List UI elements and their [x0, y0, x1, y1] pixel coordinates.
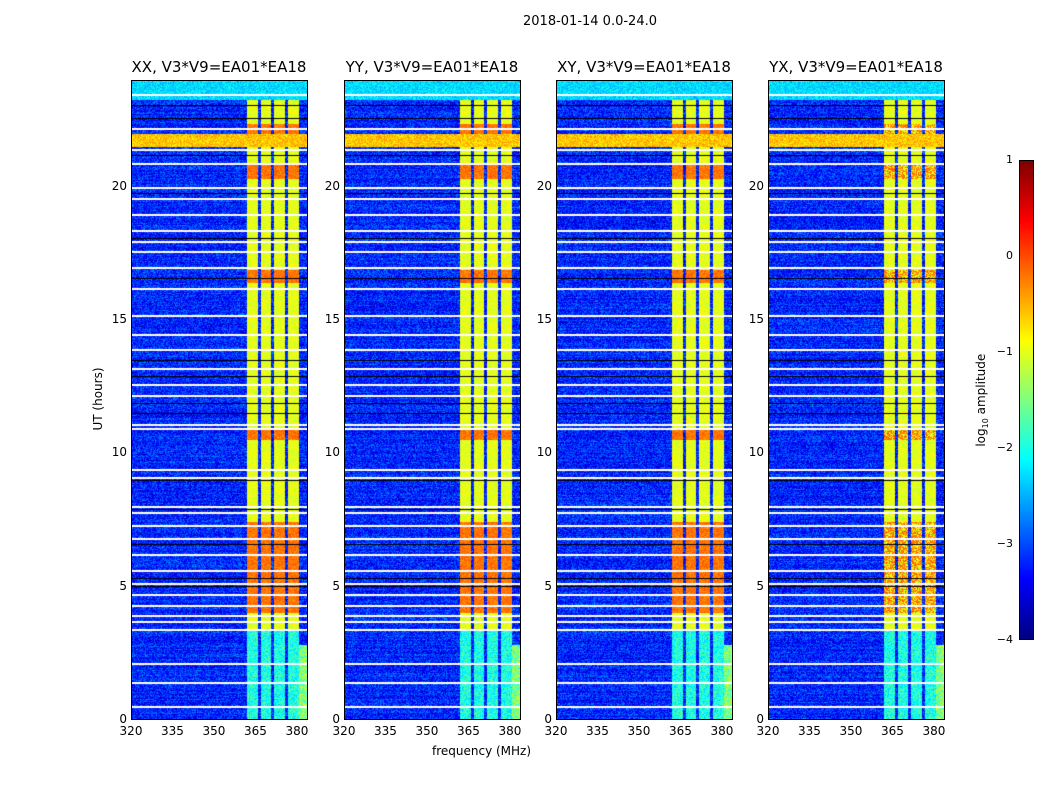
colorbar [1019, 160, 1034, 640]
x-tick-label: 350 [202, 724, 226, 738]
colorbar-tick-label: −2 [996, 441, 1013, 454]
heatmap-image [557, 81, 732, 719]
figure-title: 2018-01-14 0.0-24.0 [523, 14, 657, 29]
x-tick-label: 380 [285, 724, 309, 738]
colorbar-tick-label: 0 [1006, 249, 1013, 262]
colorbar-tick-label: −1 [996, 345, 1013, 358]
x-tick-label: 335 [798, 724, 821, 738]
x-tick-label: 380 [922, 724, 946, 738]
y-tick-label: 15 [536, 312, 552, 326]
y-tick-label: 0 [332, 712, 340, 726]
x-tick-label: 350 [839, 724, 863, 738]
y-tick-label: 15 [111, 312, 127, 326]
heatmap-panel-3 [556, 80, 733, 720]
x-tick-label: 335 [374, 724, 397, 738]
x-axis-label: frequency (MHz) [432, 744, 532, 758]
x-tick-label: 380 [498, 724, 522, 738]
x-tick-label: 335 [161, 724, 184, 738]
panel-title: YX, V3*V9=EA01*EA18 [769, 58, 943, 76]
x-tick-label: 335 [586, 724, 609, 738]
x-tick-label: 365 [669, 724, 692, 738]
colorbar-label-suffix: amplitude [973, 353, 988, 419]
y-tick-label: 10 [111, 445, 127, 460]
y-tick-label: 5 [332, 578, 340, 593]
y-tick-label: 20 [536, 178, 552, 193]
colorbar-tick-label: −4 [996, 633, 1013, 646]
x-tick-label: 320 [119, 724, 143, 738]
x-tick-label: 365 [457, 724, 480, 738]
y-tick-label: 0 [544, 712, 552, 726]
y-tick-label: 20 [748, 178, 764, 193]
x-tick-label: 365 [244, 724, 267, 738]
panel-title: YY, V3*V9=EA01*EA18 [345, 58, 519, 76]
y-tick-label: 10 [536, 445, 552, 460]
heatmap-image [769, 81, 944, 719]
panel-title: XX, V3*V9=EA01*EA18 [131, 58, 307, 76]
x-tick-label: 320 [332, 724, 356, 738]
colorbar-gradient [1020, 161, 1033, 639]
y-tick-label: 0 [756, 712, 764, 726]
y-axis-label: UT (hours) [91, 367, 105, 431]
x-tick-label: 320 [756, 724, 780, 738]
x-tick-label: 365 [881, 724, 904, 738]
colorbar-label-subscript: 10 [981, 418, 991, 429]
y-tick-label: 10 [324, 445, 340, 460]
colorbar-label: log10 amplitude [974, 350, 990, 450]
y-tick-label: 10 [748, 445, 764, 460]
x-tick-label: 350 [415, 724, 439, 738]
y-tick-label: 20 [111, 178, 127, 193]
heatmap-panel-4 [768, 80, 945, 720]
heatmap-panel-1 [131, 80, 308, 720]
y-tick-label: 5 [119, 578, 127, 593]
colorbar-tick-label: 1 [1006, 153, 1013, 166]
heatmap-panel-2 [344, 80, 521, 720]
x-tick-label: 350 [627, 724, 651, 738]
y-tick-label: 5 [544, 578, 552, 593]
x-tick-label: 320 [544, 724, 568, 738]
y-tick-label: 20 [324, 178, 340, 193]
x-tick-label: 380 [710, 724, 734, 738]
panel-title: XY, V3*V9=EA01*EA18 [557, 58, 731, 76]
y-tick-label: 0 [119, 712, 127, 726]
y-tick-label: 5 [756, 578, 764, 593]
heatmap-image [132, 81, 307, 719]
y-tick-label: 15 [748, 312, 764, 326]
heatmap-image [345, 81, 520, 719]
y-tick-label: 15 [324, 312, 340, 326]
colorbar-tick-label: −3 [996, 537, 1013, 550]
